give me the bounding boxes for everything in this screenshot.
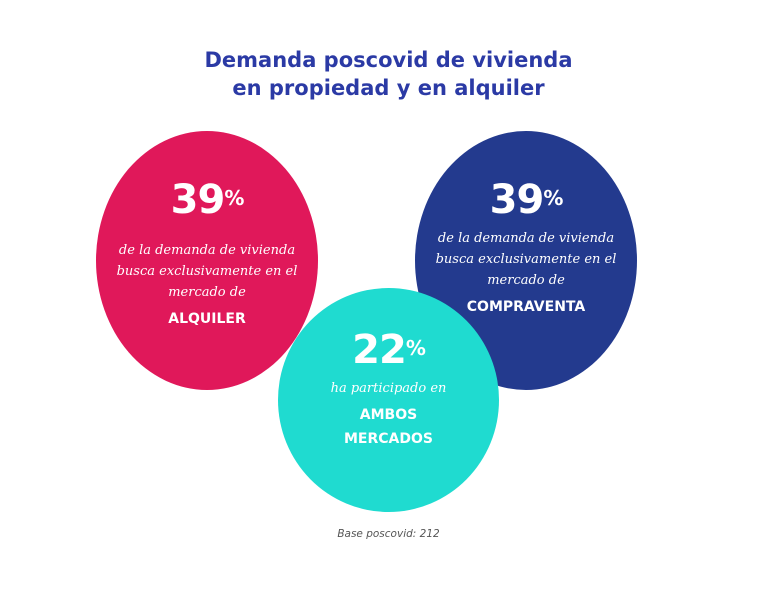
alquiler-percentage: 39%	[170, 177, 245, 223]
compraventa-percentage: 39%	[489, 177, 564, 223]
diagram-title: Demanda poscovid de vivienda en propieda…	[0, 46, 777, 102]
alquiler-description: de la demanda de vivienda busca exclusiva…	[116, 243, 298, 300]
alquiler-circle: 39% de la demanda de vivienda busca exclu…	[96, 131, 318, 390]
title-line-2: en propiedad y en alquiler	[232, 76, 545, 100]
compraventa-description: de la demanda de vivienda busca exclusiva…	[435, 231, 617, 288]
ambos-description: ha participado en	[330, 381, 447, 396]
ambos-percentage: 22%	[352, 327, 426, 373]
compraventa-market: COMPRAVENTA	[466, 299, 586, 315]
ambos-market: AMBOS MERCADOS	[344, 407, 433, 447]
compraventa-circle: 39% de la demanda de vivienda busca exclu…	[415, 131, 637, 390]
ambos-circle: 22% ha participado en AMBOS MERCADOS	[278, 288, 499, 512]
base-note: Base poscovid: 212	[337, 528, 440, 540]
alquiler-market: ALQUILER	[168, 311, 246, 327]
title-line-1: Demanda poscovid de vivienda	[204, 48, 573, 72]
